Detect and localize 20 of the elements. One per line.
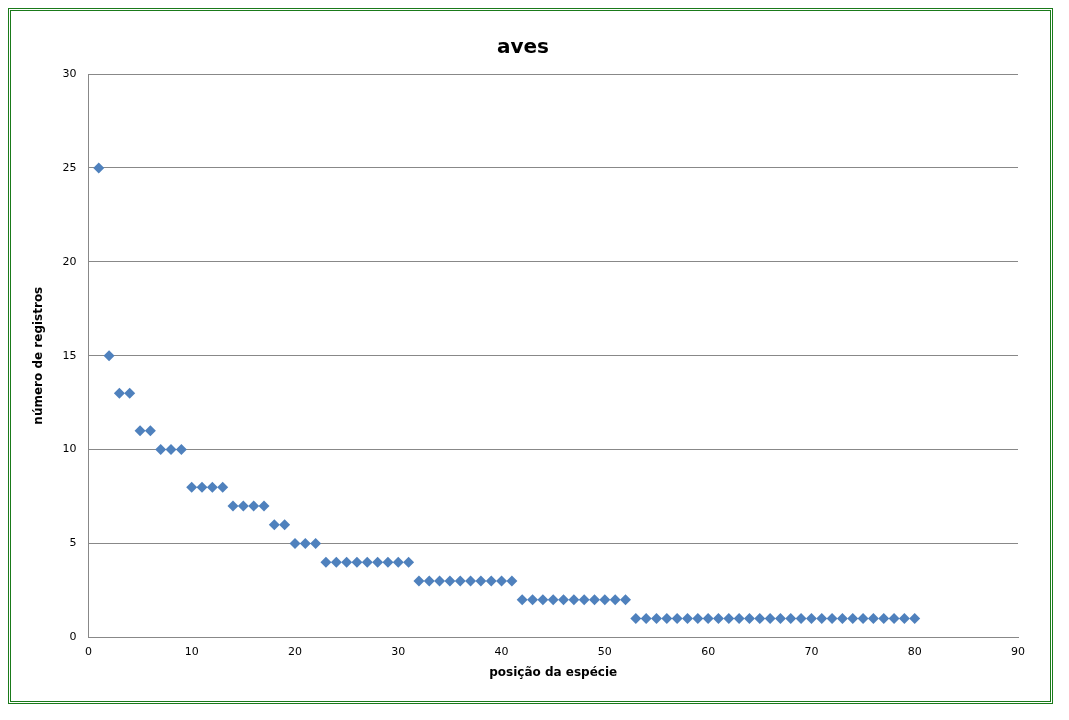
y-tick-label: 5 [69,536,77,550]
y-tick-label: 20 [62,254,77,268]
x-axis-title: posição da espécie [489,664,618,679]
x-tick-label: 90 [1011,644,1025,658]
chart-title: aves [496,34,550,59]
x-tick-label: 70 [804,644,819,658]
y-tick-label: 0 [69,630,77,644]
x-tick-label: 0 [84,644,92,658]
x-tick-label: 20 [287,644,302,658]
y-tick-label: 15 [62,348,77,362]
x-tick-label: 30 [391,644,406,658]
x-tick-label: 80 [907,644,922,658]
y-tick-label: 25 [62,160,77,174]
x-tick-label: 40 [494,644,509,658]
y-axis-title: número de registros [31,286,46,425]
x-tick-label: 60 [701,644,716,658]
y-tick-label: 30 [62,66,77,80]
x-tick-label: 10 [184,644,199,658]
y-tick-label: 10 [62,442,77,456]
x-tick-label: 50 [597,644,612,658]
